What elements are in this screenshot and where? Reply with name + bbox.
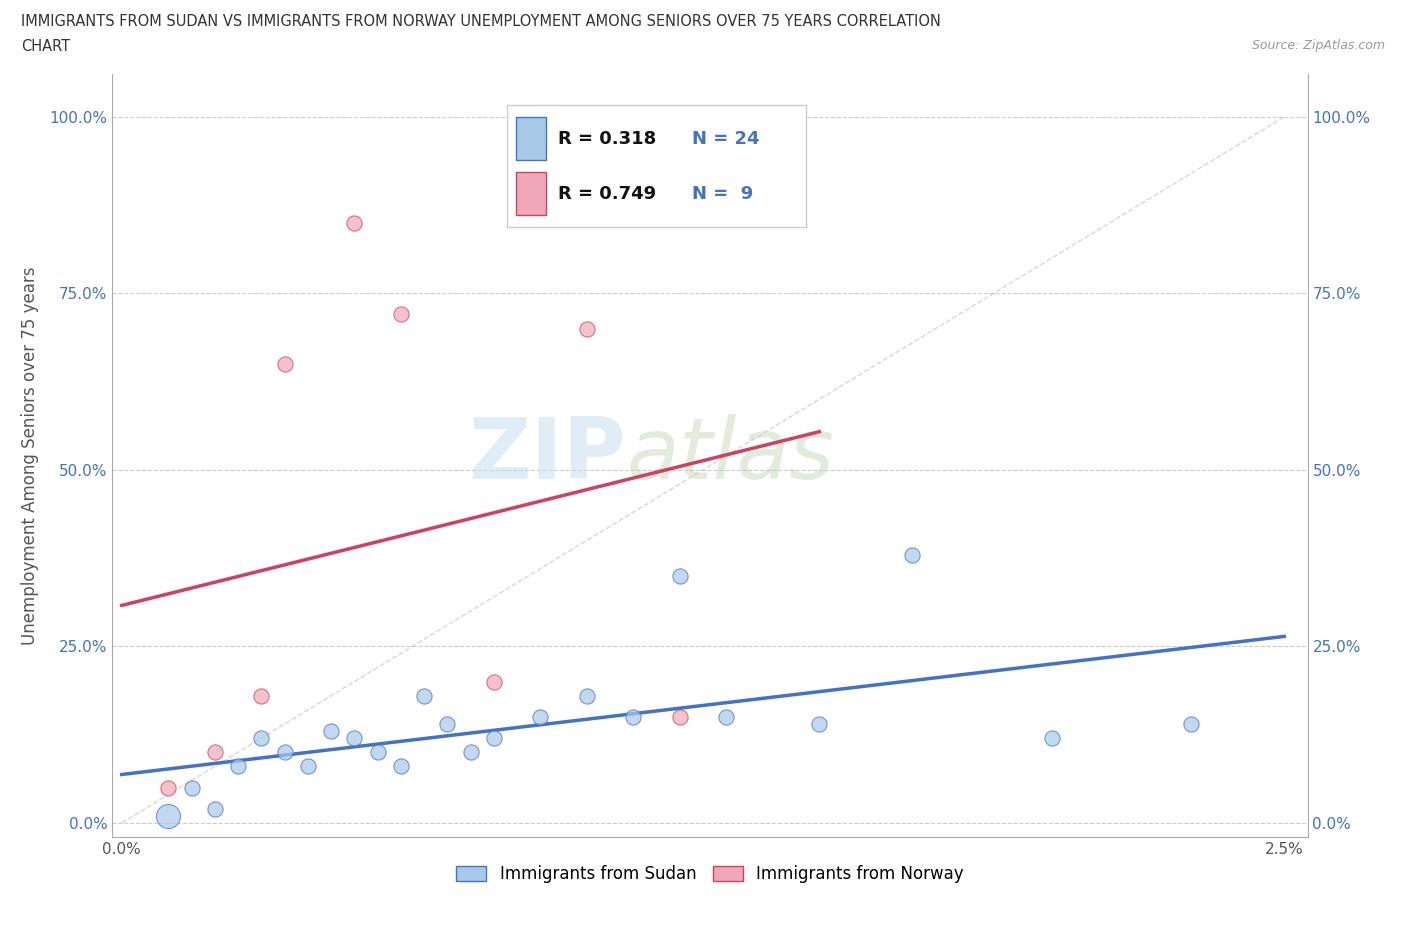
Point	[460, 745, 482, 760]
Text: CHART: CHART	[21, 39, 70, 54]
Point	[157, 808, 180, 823]
Text: IMMIGRANTS FROM SUDAN VS IMMIGRANTS FROM NORWAY UNEMPLOYMENT AMONG SENIORS OVER : IMMIGRANTS FROM SUDAN VS IMMIGRANTS FROM…	[21, 14, 941, 29]
Point	[389, 759, 412, 774]
Point	[575, 321, 598, 336]
Point	[180, 780, 202, 795]
Point	[669, 568, 692, 583]
Point	[319, 724, 342, 738]
Point	[343, 731, 366, 746]
Point	[529, 710, 551, 724]
Point	[575, 688, 598, 703]
Point	[367, 745, 389, 760]
Point	[204, 802, 226, 817]
Point	[669, 710, 692, 724]
Point	[273, 356, 295, 371]
Point	[1040, 731, 1063, 746]
Point	[1180, 717, 1202, 732]
Point	[621, 710, 644, 724]
Legend: Immigrants from Sudan, Immigrants from Norway: Immigrants from Sudan, Immigrants from N…	[450, 858, 970, 890]
Point	[808, 717, 831, 732]
Point	[226, 759, 249, 774]
Point	[901, 547, 924, 562]
Point	[273, 745, 295, 760]
Point	[250, 731, 273, 746]
Y-axis label: Unemployment Among Seniors over 75 years: Unemployment Among Seniors over 75 years	[21, 267, 38, 644]
Text: atlas: atlas	[627, 414, 834, 498]
Point	[436, 717, 458, 732]
Point	[482, 674, 505, 689]
Text: ZIP: ZIP	[468, 414, 627, 498]
Point	[297, 759, 319, 774]
Point	[250, 688, 273, 703]
Point	[204, 745, 226, 760]
Point	[157, 780, 180, 795]
Point	[716, 710, 738, 724]
Point	[482, 731, 505, 746]
Text: Source: ZipAtlas.com: Source: ZipAtlas.com	[1251, 39, 1385, 52]
Point	[343, 215, 366, 230]
Point	[389, 307, 412, 322]
Point	[413, 688, 436, 703]
